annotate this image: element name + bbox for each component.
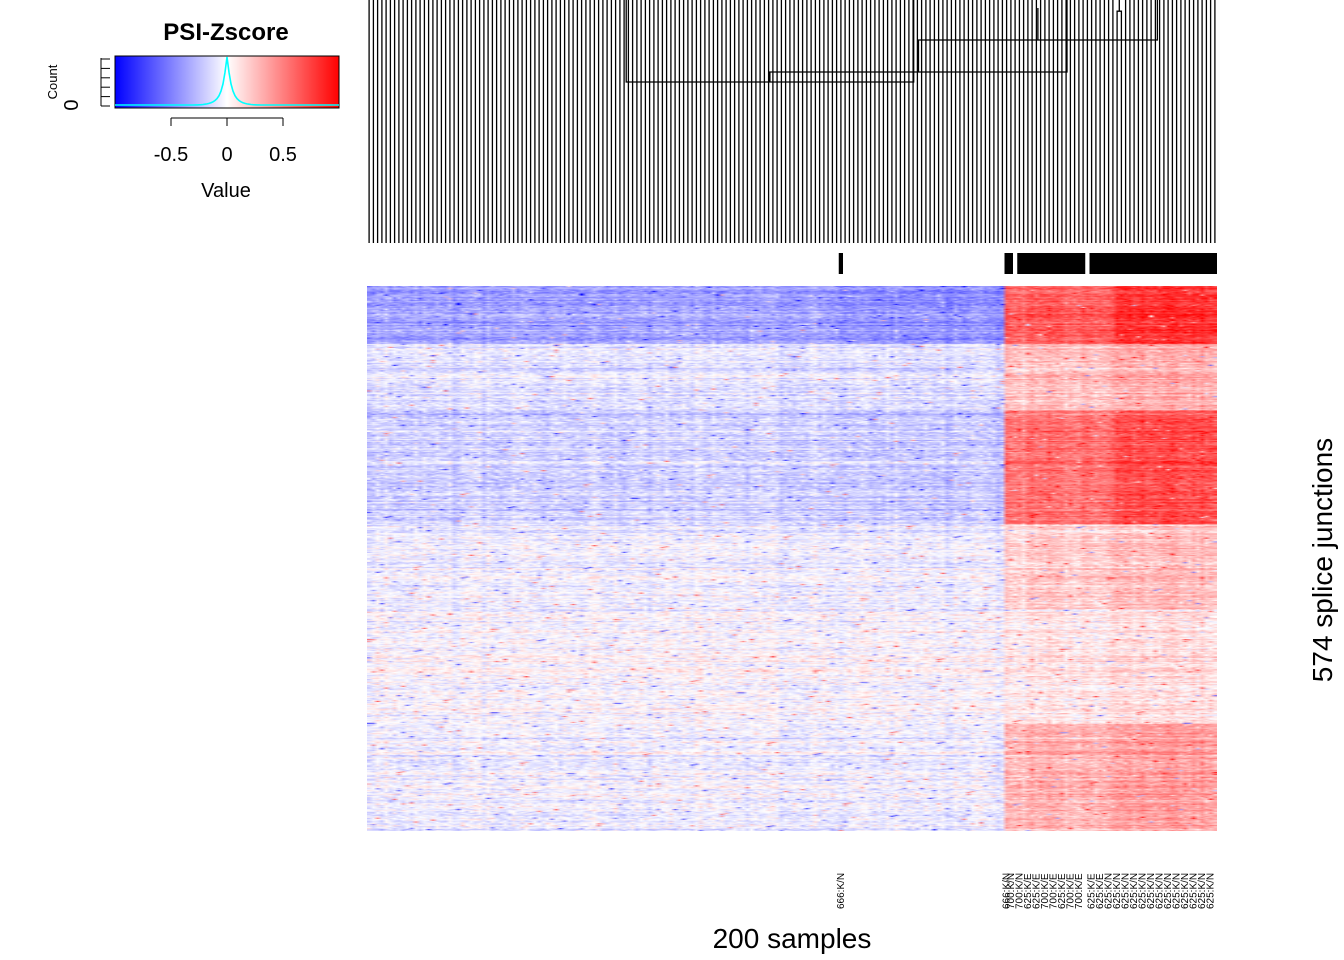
heatmap-body xyxy=(367,286,1217,831)
color-key-title: PSI-Zscore xyxy=(163,19,288,46)
column-label: 625:K/N xyxy=(1121,873,1132,909)
column-label: 700:K/E xyxy=(1040,873,1051,909)
column-label: 625:K/N xyxy=(1112,873,1123,909)
heatmap-cells xyxy=(367,286,1217,831)
column-label: 625:K/E xyxy=(1095,873,1106,909)
count-axis-tick-label: 0 xyxy=(61,99,83,110)
value-axis-tick-label: -0.5 xyxy=(154,144,188,166)
column-dendrogram xyxy=(368,0,1216,243)
column-label: 666:K/N xyxy=(1002,873,1013,909)
column-label: 625:K/E xyxy=(1023,873,1034,909)
column-label: 625:K/N xyxy=(1197,873,1208,909)
annotation-segment xyxy=(1089,253,1217,274)
column-label: 625:K/N xyxy=(1206,873,1217,909)
value-axis-tick-label: 0.5 xyxy=(269,144,297,166)
column-label: 625:K/N xyxy=(1172,873,1183,909)
column-label: 625:K/E xyxy=(1087,873,1098,909)
column-label: 625:K/N xyxy=(1155,873,1166,909)
column-labels: 666:K/N 666:K/N700:K/N700:K/N625:K/E625:K… xyxy=(836,873,1217,909)
color-key-histogram xyxy=(115,56,339,106)
column-label: 625:K/N xyxy=(1138,873,1149,909)
x-axis-title: 200 samples xyxy=(713,923,872,954)
y-axis-title: 574 splice junctions xyxy=(1307,438,1338,682)
annotation-segment xyxy=(1004,253,1013,274)
column-label: 625:K/N xyxy=(1189,873,1200,909)
column-label: 666:K/N xyxy=(836,873,847,909)
column-label: 700:K/N xyxy=(1006,873,1017,909)
color-key-gradient xyxy=(114,55,340,109)
column-label: 625:K/N xyxy=(1104,873,1115,909)
annotation-bar xyxy=(838,253,1217,274)
count-axis-label: Count xyxy=(45,64,60,99)
column-label: 625:K/N xyxy=(1163,873,1174,909)
column-label: 625:K/N xyxy=(1180,873,1191,909)
column-label: 625:K/E xyxy=(1031,873,1042,909)
column-label: 625:K/N xyxy=(1129,873,1140,909)
column-label: 700:K/E xyxy=(1065,873,1076,909)
column-label: 625:K/E xyxy=(1057,873,1068,909)
value-axis-tick-label: 0 xyxy=(221,144,232,166)
column-label: 700:K/N xyxy=(1014,873,1025,909)
annotation-segment xyxy=(838,253,843,274)
color-key: PSI-Zscore Count 0 -0.5 0 0.5 Value xyxy=(45,19,340,202)
column-label: 625:K/N xyxy=(1146,873,1157,909)
value-axis-label: Value xyxy=(201,180,251,202)
column-label: 700:K/E xyxy=(1074,873,1085,909)
column-label: 700:K/E xyxy=(1048,873,1059,909)
annotation-segment xyxy=(1017,253,1086,274)
